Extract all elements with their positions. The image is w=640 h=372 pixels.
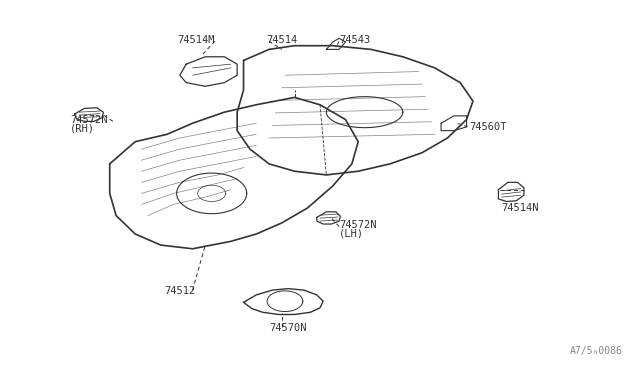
Text: 74514: 74514: [266, 35, 297, 45]
Text: A7/5₆0086: A7/5₆0086: [570, 346, 623, 356]
Text: (LH): (LH): [339, 229, 364, 239]
Text: 74543: 74543: [339, 35, 371, 45]
Text: 74560T: 74560T: [470, 122, 508, 132]
Text: 74514M: 74514M: [177, 35, 215, 45]
Text: 74572N: 74572N: [339, 220, 376, 230]
Text: (RH): (RH): [70, 124, 95, 134]
Text: 74572N: 74572N: [70, 115, 108, 125]
Text: 74512: 74512: [164, 286, 195, 296]
Text: 74514N: 74514N: [502, 203, 539, 213]
Text: 74570N: 74570N: [269, 323, 307, 333]
